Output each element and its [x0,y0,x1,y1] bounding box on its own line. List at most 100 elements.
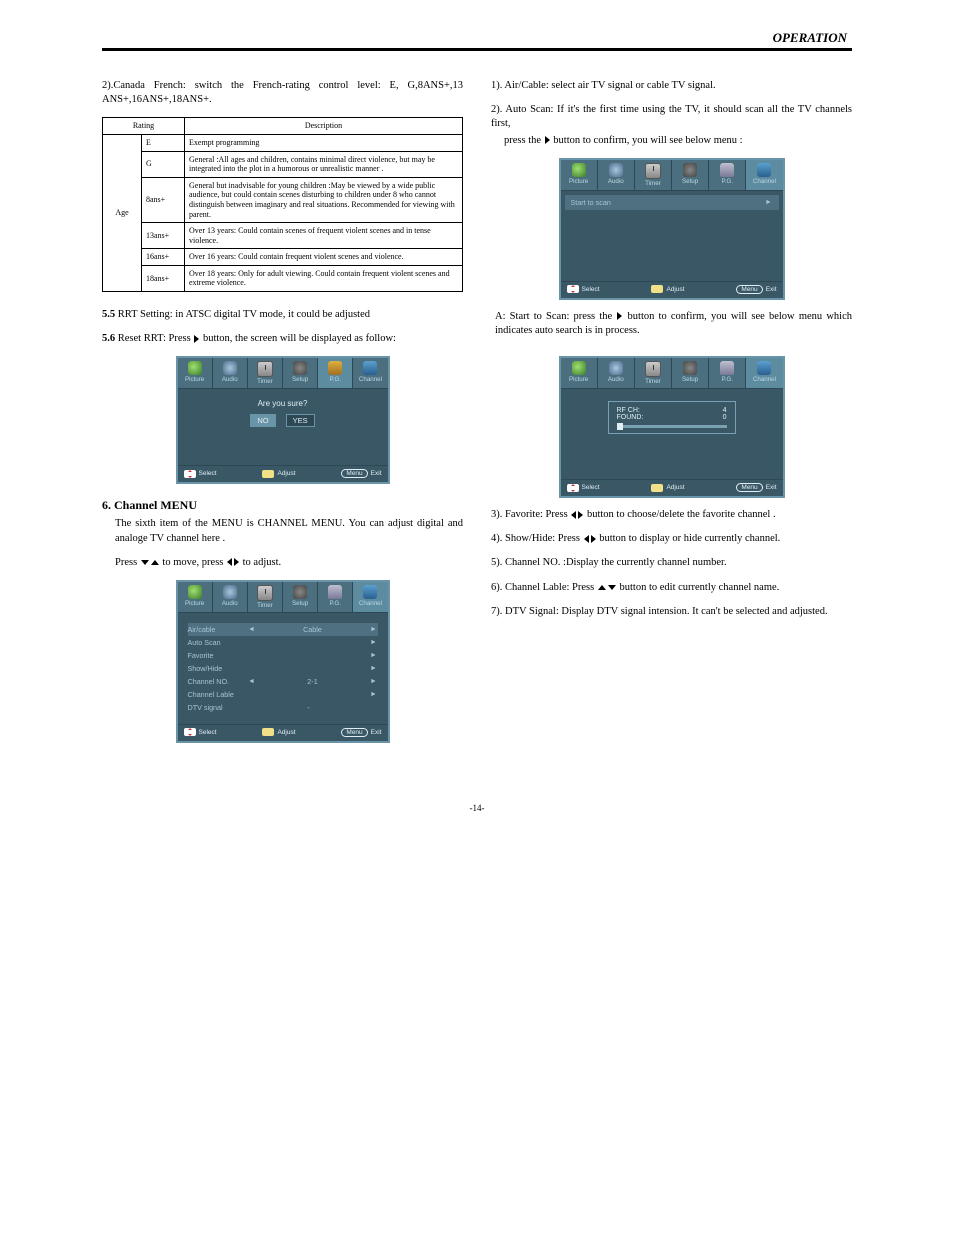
audio-icon [223,361,237,375]
right-icon [545,136,550,144]
tab-channel[interactable]: Channel [745,358,782,388]
item-7: 7). DTV Signal: Display DTV signal inten… [491,605,852,619]
tab-picture[interactable]: Picture [178,582,212,612]
picture-icon [572,163,586,177]
tab-picture[interactable]: Picture [178,358,212,388]
pg-icon [720,361,734,375]
picture-icon [572,361,586,375]
yes-button[interactable]: YES [286,414,315,427]
right-icon [234,558,239,566]
item-3: 3). Favorite: Press button to choose/del… [491,508,852,522]
tab-audio[interactable]: Audio [212,582,247,612]
page-number: -14- [102,803,852,813]
tab-audio[interactable]: Audio [597,160,634,190]
tab-timer[interactable]: Timer [247,582,282,612]
row-channelno[interactable]: Channel NO.◄2-1► [188,675,378,688]
channel-icon [757,361,771,375]
osd-start-scan: Picture Audio Timer Setup P.G. Channel S… [559,158,785,300]
item-5: 5). Channel NO. :Display the currently c… [491,556,852,570]
tab-setup[interactable]: Setup [671,160,708,190]
tab-pg[interactable]: P.G. [317,582,352,612]
rating-code: 8ans+ [142,177,185,222]
audio-icon [223,585,237,599]
osd-channel-list: Air/cable◄Cable► Auto Scan► Favorite► Sh… [178,613,388,724]
osd-body: Are you sure? NO YES [178,389,388,465]
osd-body: Start to scan► [561,191,783,281]
page-header: OPERATION [102,30,852,46]
osd-footer: Select Adjust Menu Exit [178,465,388,482]
tab-pg[interactable]: P.G. [317,358,352,388]
picture-icon [188,361,202,375]
setup-icon [293,361,307,375]
row-start-scan[interactable]: Start to scan► [565,195,779,210]
adjust-icon [651,484,663,492]
s55-text: RRT Setting: in ATSC digital TV mode, it… [115,309,370,320]
timer-icon [257,585,273,601]
osd-tabs: Picture Audio Timer Setup P.G. Channel [178,582,388,613]
tab-timer[interactable]: Timer [247,358,282,388]
section-6-heading: 6. Channel MENU [102,498,463,513]
down-icon [608,585,616,590]
tab-setup[interactable]: Setup [671,358,708,388]
th-description: Description [185,118,463,135]
audio-icon [609,163,623,177]
right-icon [617,312,622,320]
item-2a: 2). Auto Scan: If it's the first time us… [491,103,852,131]
tab-setup[interactable]: Setup [282,582,317,612]
tab-channel[interactable]: Channel [745,160,782,190]
timer-icon [257,361,273,377]
row-showhide[interactable]: Show/Hide► [188,662,378,675]
item-2b: press the button to confirm, you will se… [491,134,852,148]
up-icon [598,585,606,590]
rating-code: E [142,134,185,151]
item-6: 6). Channel Lable: Press button to edit … [491,581,852,595]
osd-channel-menu: Picture Audio Timer Setup P.G. Channel A… [176,580,390,743]
row-channellable[interactable]: Channel Lable► [188,688,378,701]
osd-reset-rrt: Picture Audio Timer Setup P.G. Channel A… [176,356,390,484]
setup-icon [683,361,697,375]
tab-audio[interactable]: Audio [597,358,634,388]
s55-num: 5.5 [102,309,115,320]
tab-audio[interactable]: Audio [212,358,247,388]
section-5-5: 5.5 RRT Setting: in ATSC digital TV mode… [102,308,463,322]
setup-icon [293,585,307,599]
tab-picture[interactable]: Picture [561,160,597,190]
row-aircable[interactable]: Air/cable◄Cable► [188,623,378,636]
timer-icon [645,163,661,179]
section-6-controls: Press to move, press to adjust. [102,556,463,570]
osd-body: RF CH:4 FOUND:0 [561,389,783,479]
up-icon [151,560,159,565]
adjust-icon [262,470,274,478]
row-dtvsignal: DTV signal- [188,701,378,714]
s56-num: 5.6 [102,333,115,344]
tab-setup[interactable]: Setup [282,358,317,388]
channel-icon [363,361,377,375]
tab-picture[interactable]: Picture [561,358,597,388]
tab-timer[interactable]: Timer [634,160,671,190]
rating-desc: Over 16 years: Could contain frequent vi… [185,249,463,266]
tab-channel[interactable]: Channel [352,358,387,388]
progress-bar [617,425,727,428]
no-button[interactable]: NO [250,414,275,427]
tab-pg[interactable]: P.G. [708,160,745,190]
channel-icon [363,585,377,599]
audio-icon [609,361,623,375]
row-autoscan[interactable]: Auto Scan► [188,636,378,649]
rating-code: G [142,151,185,177]
s56-post: button, the screen will be displayed as … [200,333,396,344]
tab-timer[interactable]: Timer [634,358,671,388]
rating-code: 13ans+ [142,223,185,249]
tab-channel[interactable]: Channel [352,582,387,612]
foot-menu: Menu [341,469,367,478]
row-favorite[interactable]: Favorite► [188,649,378,662]
pg-icon [328,585,342,599]
foot-adjust: Adjust [277,470,295,477]
s56-pre: Reset RRT: Press [115,333,193,344]
osd-scanning: Picture Audio Timer Setup P.G. Channel R… [559,356,785,498]
tab-pg[interactable]: P.G. [708,358,745,388]
rating-desc: General :All ages and children, contains… [185,151,463,177]
down-icon [141,560,149,565]
th-rating: Rating [103,118,185,135]
rating-desc: Over 18 years: Only for adult viewing. C… [185,265,463,291]
foot-select: Select [199,470,217,477]
